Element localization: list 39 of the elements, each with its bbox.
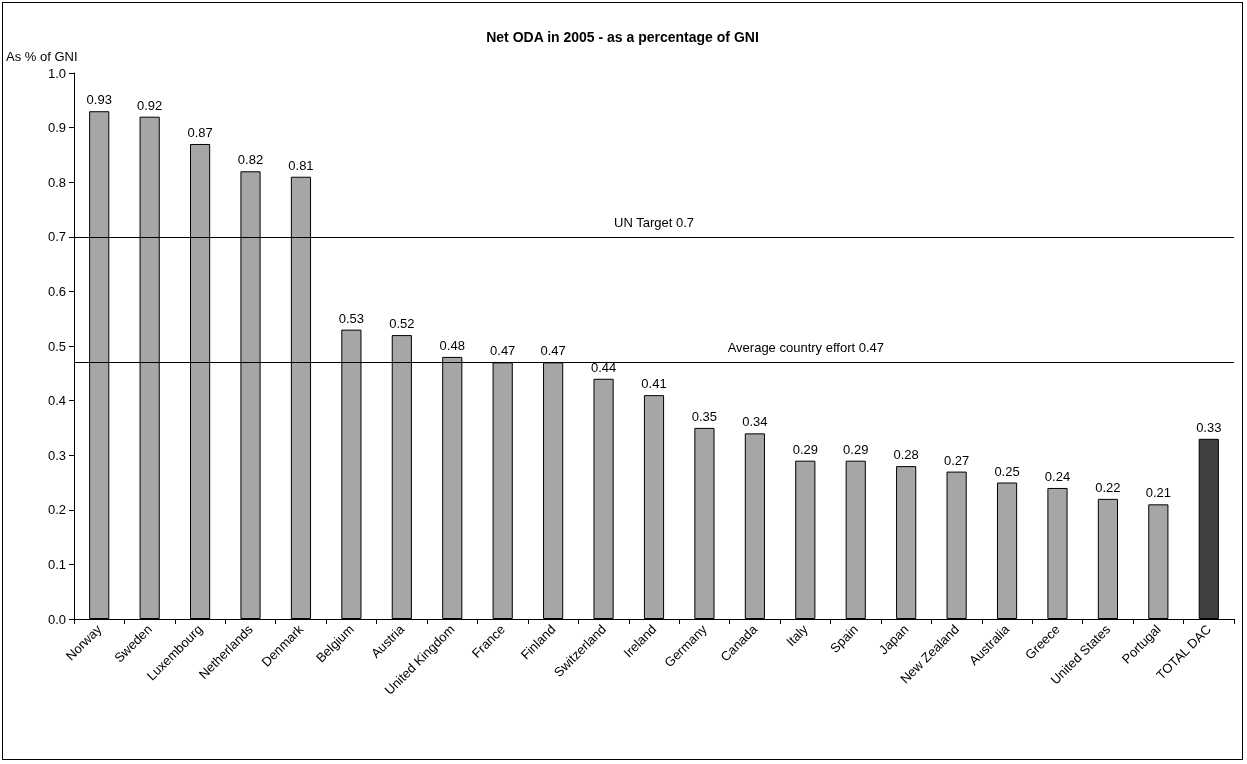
data-label: 0.53 xyxy=(338,310,365,326)
data-label: 0.44 xyxy=(590,359,617,375)
y-tick-label: 0.0 xyxy=(47,611,66,627)
data-label: 0.81 xyxy=(288,157,314,173)
ref-line-label: Average country effort 0.47 xyxy=(727,340,884,356)
data-label: 0.27 xyxy=(943,452,970,468)
data-label: 0.22 xyxy=(1095,479,1121,495)
y-tick-label: 0.2 xyxy=(47,502,66,518)
data-label: 0.33 xyxy=(1196,419,1222,435)
data-label: 0.41 xyxy=(641,376,667,392)
data-label: 0.21 xyxy=(1145,485,1171,501)
data-label: 0.92 xyxy=(137,97,163,113)
data-label: 0.24 xyxy=(1044,468,1071,484)
data-label: 0.29 xyxy=(792,441,818,457)
ref-line-label: UN Target 0.7 xyxy=(614,214,694,230)
data-label: 0.25 xyxy=(994,463,1020,479)
y-tick-label: 0.6 xyxy=(47,283,66,299)
data-label: 0.35 xyxy=(691,408,718,424)
data-label: 0.87 xyxy=(187,124,213,140)
data-label: 0.47 xyxy=(540,343,566,359)
y-tick-label: 0.7 xyxy=(47,229,66,245)
y-tick-label: 0.8 xyxy=(47,174,66,190)
data-label: 0.29 xyxy=(843,441,869,457)
y-tick-label: 0.9 xyxy=(47,120,66,136)
y-axis-title: As % of GNI xyxy=(6,49,78,64)
y-tick-label: 1.0 xyxy=(47,65,66,81)
y-tick-label: 0.1 xyxy=(47,556,66,572)
data-label: 0.28 xyxy=(893,447,919,463)
y-tick-label: 0.5 xyxy=(47,338,66,354)
data-label: 0.34 xyxy=(742,414,768,430)
data-label: 0.93 xyxy=(86,92,112,108)
y-tick-label: 0.3 xyxy=(47,447,66,463)
y-tick-label: 0.4 xyxy=(47,393,66,409)
data-label: 0.82 xyxy=(237,152,264,168)
x-tick-label: Italy xyxy=(783,621,811,650)
data-label: 0.48 xyxy=(439,337,465,353)
data-label: 0.52 xyxy=(389,316,415,332)
data-label: 0.47 xyxy=(490,343,516,359)
chart-title: Net ODA in 2005 - as a percentage of GNI xyxy=(486,29,759,45)
